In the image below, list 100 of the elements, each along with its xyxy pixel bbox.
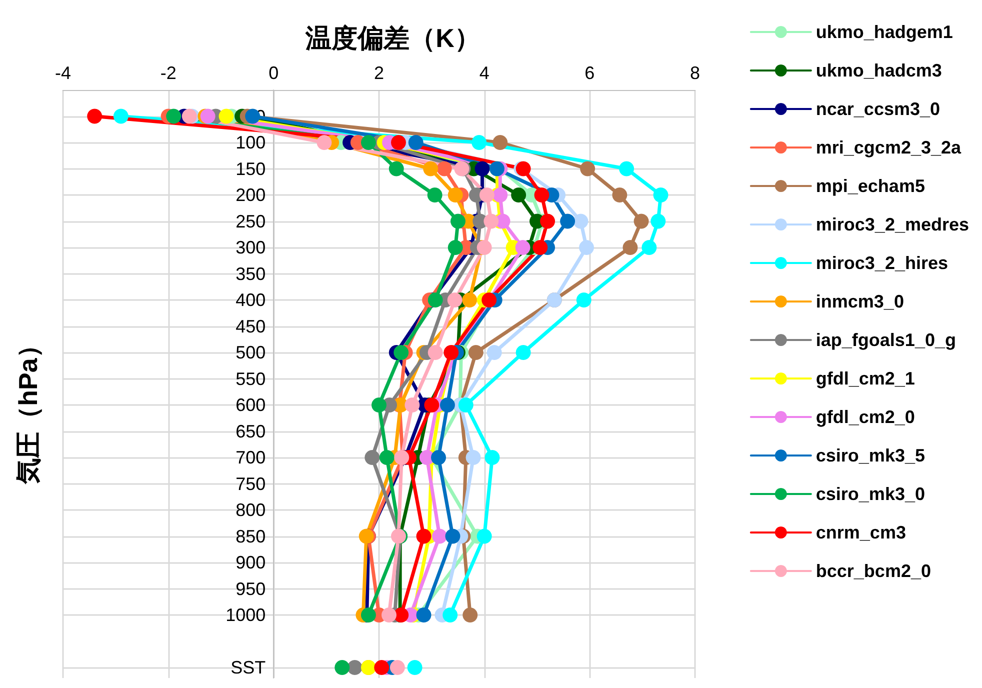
point	[468, 345, 484, 360]
point	[113, 108, 128, 124]
legend-label: ncar_ccsm3_0	[816, 99, 940, 119]
legend-label: cnrm_cm3	[816, 522, 906, 542]
point	[424, 398, 440, 412]
x-tick-label: 2	[374, 63, 384, 83]
point	[486, 345, 502, 360]
point	[394, 345, 409, 360]
point	[476, 240, 492, 255]
point	[347, 660, 362, 675]
x-tick-label: -2	[160, 63, 176, 83]
point	[442, 608, 458, 622]
point	[407, 660, 422, 675]
legend-label: gfdl_cm2_1	[816, 368, 915, 388]
point	[360, 135, 376, 150]
point	[540, 214, 556, 229]
point	[374, 660, 390, 675]
point	[472, 135, 487, 150]
point	[432, 528, 448, 544]
legend-label: inmcm3_0	[816, 292, 904, 312]
legend-label: iap_fgoals1_0_g	[816, 330, 956, 350]
point	[642, 240, 657, 255]
point	[573, 214, 588, 229]
y-tick-label: 850	[236, 526, 266, 546]
legend-label: mpi_echam5	[816, 176, 925, 196]
point	[462, 292, 478, 308]
legend-label: miroc3_2_medres	[816, 214, 970, 234]
point	[492, 188, 508, 202]
point	[579, 240, 594, 255]
point	[650, 214, 666, 229]
point	[388, 161, 404, 176]
point	[379, 450, 394, 465]
legend-label: csiro_mk3_5	[816, 446, 925, 466]
y-tick-label: 1000	[226, 605, 266, 625]
y-tick-label: 600	[236, 395, 266, 415]
point	[653, 188, 668, 202]
point	[390, 660, 405, 675]
point	[391, 135, 406, 150]
point	[436, 161, 452, 176]
point	[462, 608, 478, 622]
point	[612, 188, 628, 202]
point	[408, 135, 424, 150]
legend-label: ukmo_hadgem1	[816, 22, 953, 42]
point	[440, 398, 455, 412]
point	[316, 135, 332, 150]
legend-label: ukmo_hadcm3	[816, 60, 942, 80]
point	[448, 188, 463, 202]
x-tick-label: -4	[54, 63, 72, 83]
point	[423, 161, 438, 176]
x-tick-label: 4	[479, 63, 490, 83]
point	[476, 528, 492, 544]
legend-label: gfdl_cm2_0	[816, 407, 915, 427]
point	[416, 608, 432, 622]
y-tick-label: 150	[236, 158, 266, 179]
point	[492, 135, 508, 150]
y-tick-label: 700	[236, 448, 266, 468]
point	[427, 188, 442, 202]
y-tick-label: 550	[236, 368, 266, 389]
point	[532, 240, 548, 255]
point	[382, 608, 397, 622]
point	[474, 161, 490, 176]
y-tick-label: 900	[236, 552, 266, 572]
y-tick-label: 500	[236, 342, 266, 362]
y-tick-label: 650	[236, 421, 266, 442]
point	[576, 292, 592, 308]
point	[428, 292, 443, 308]
chart-title: 温度偏差（K）	[304, 23, 480, 53]
point	[511, 188, 526, 202]
point	[416, 528, 432, 544]
y-tick-label: 800	[236, 500, 266, 520]
point	[431, 450, 446, 465]
y-tick-label: 200	[236, 185, 266, 205]
point	[516, 345, 531, 360]
y-axis-title: 気圧（hPa）	[13, 332, 43, 485]
point	[484, 450, 500, 465]
point	[166, 108, 182, 124]
point	[87, 108, 102, 124]
point	[428, 345, 443, 360]
point	[334, 660, 350, 675]
point	[466, 450, 481, 465]
point	[484, 214, 499, 229]
x-tick-label: 8	[690, 63, 700, 83]
point	[560, 214, 576, 229]
point	[447, 292, 462, 308]
legend-label: miroc3_2_hires	[816, 253, 948, 273]
x-tick-label: 0	[268, 63, 279, 83]
point	[580, 161, 596, 176]
point	[404, 398, 420, 412]
y-tick-label: 100	[236, 132, 266, 152]
point	[450, 214, 466, 229]
y-tick-label: 250	[236, 211, 266, 232]
point	[458, 398, 474, 412]
legend-label: bccr_bcm2_0	[816, 561, 931, 581]
point	[182, 108, 197, 124]
legend-label: csiro_mk3_0	[816, 484, 925, 504]
point	[218, 108, 234, 124]
point	[534, 188, 550, 202]
y-tick-label: SST	[230, 658, 266, 678]
y-tick-label: 950	[236, 578, 266, 599]
point	[634, 214, 649, 229]
